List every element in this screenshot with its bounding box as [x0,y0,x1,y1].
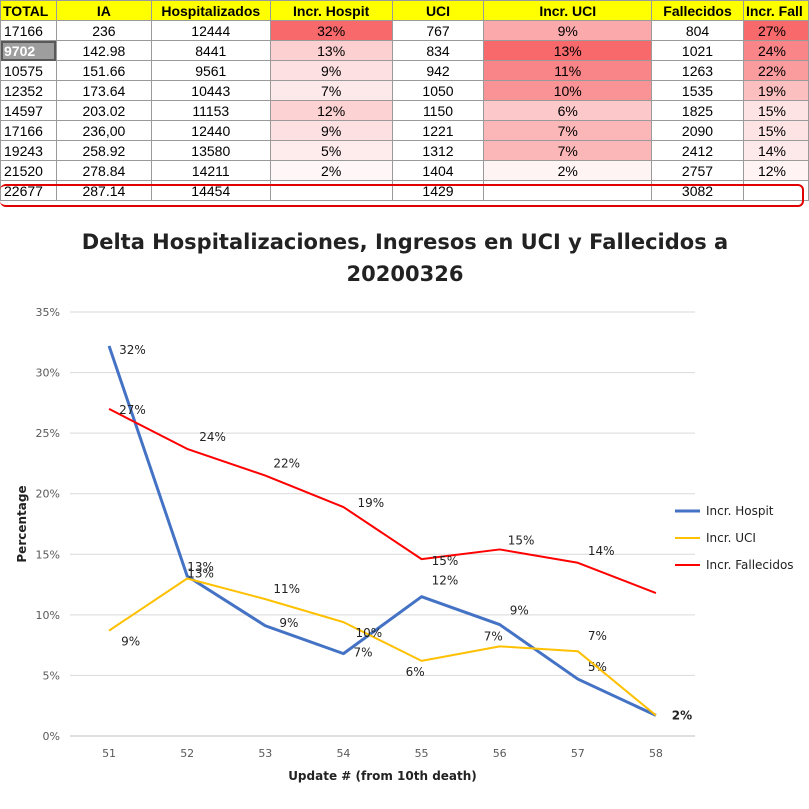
data-label: 15% [508,533,535,547]
series-line-1 [108,577,657,717]
cell-incr-fall[interactable]: 15% [742,100,809,121]
cell-hospitalizados[interactable]: 12444 [150,20,271,41]
data-label: 9% [510,604,529,618]
cell-ia[interactable]: 236,00 [55,120,152,141]
cell-hospitalizados[interactable]: 12440 [150,120,271,141]
cell-incr-fall[interactable]: 27% [742,20,809,41]
x-tick-label: 58 [649,747,663,760]
cell-incr-fall[interactable]: 14% [742,140,809,161]
data-label: 7% [484,629,503,643]
x-tick-label: 52 [180,747,194,760]
table-row: 21520 278.84 14211 2% 1404 2% 2757 12% [0,160,809,181]
cell-incr-fall[interactable]: 15% [742,120,809,141]
cell-incr-uci[interactable]: 7% [483,140,653,161]
y-tick-label: 15% [36,548,60,561]
x-tick-label: 55 [415,747,429,760]
data-label: 15% [432,554,459,568]
data-label: 27% [119,403,146,417]
legend-entry: Incr. Fallecidos [706,558,794,572]
cell-incr-hospit[interactable]: 12% [269,100,393,121]
cell-uci[interactable]: 1050 [391,80,485,101]
y-tick-label: 35% [36,306,60,319]
spreadsheet-table: TOTAL IA Hospitalizados Incr. Hospit UCI… [0,0,809,201]
data-label: 11% [273,582,300,596]
x-tick-label: 56 [493,747,507,760]
legend-entry: Incr. UCI [706,531,756,545]
cell-hospitalizados[interactable]: 8441 [150,40,271,61]
cell-incr-uci[interactable]: 13% [483,40,653,61]
x-tick-label: 51 [102,747,116,760]
cell-incr-uci[interactable]: 7% [483,120,653,141]
data-label: 9% [279,616,298,630]
data-label: 7% [588,629,607,643]
x-tick-label: 57 [571,747,585,760]
header-row: TOTAL IA Hospitalizados Incr. Hospit UCI… [0,0,809,21]
header-ia[interactable]: IA [55,0,152,21]
data-label: 7% [353,646,372,660]
cell-fallecidos[interactable]: 2412 [651,140,744,161]
y-axis-label: Percentage [15,485,29,562]
cell-incr-hospit[interactable]: 9% [269,60,393,81]
cell-uci[interactable]: 1312 [391,140,485,161]
cell-uci[interactable]: 1221 [391,120,485,141]
cell-incr-uci[interactable]: 6% [483,100,653,121]
data-label: 10% [355,626,382,640]
data-label: 6% [406,665,425,679]
series-line-2 [108,408,657,594]
chart-title: Delta Hospitalizaciones, Ingresos en UCI… [81,230,729,286]
header-incr-uci[interactable]: Incr. UCI [483,0,653,21]
cell-total[interactable]: 17166 [0,20,57,41]
cell-total[interactable]: 17166 [0,120,57,141]
cell-incr-uci[interactable]: 10% [483,80,653,101]
table-row: 14597 203.02 11153 12% 1150 6% 1825 15% [0,100,809,121]
cell-incr-fall[interactable]: 12% [742,160,809,181]
y-tick-label: 25% [36,427,60,440]
cell-total[interactable]: 9702 [0,40,57,61]
y-tick-label: 0% [43,730,60,743]
x-tick-label: 54 [336,747,350,760]
data-label: 2% [672,708,692,722]
header-uci[interactable]: UCI [391,0,485,21]
data-label: 12% [432,574,459,588]
y-tick-label: 10% [36,609,60,622]
cell-incr-hospit[interactable]: 32% [269,20,393,41]
data-label: 14% [588,544,615,558]
data-label: 13% [187,560,214,574]
cell-incr-uci[interactable]: 9% [483,20,653,41]
cell-incr-fall[interactable]: 24% [742,40,809,61]
data-label: 32% [119,343,146,357]
legend-entry: Incr. Hospit [706,504,774,518]
data-label: 24% [199,430,226,444]
series-line-0 [107,345,657,717]
cell-ia[interactable]: 173.64 [55,80,152,101]
cell-incr-fall[interactable]: 19% [742,80,809,101]
header-total[interactable]: TOTAL [0,0,57,21]
cell-total[interactable]: 21520 [0,160,57,181]
table-row: 17166 236 12444 32% 767 9% 804 27% [0,20,809,41]
data-label: 13% [187,567,214,581]
table-row: 12352 173.64 10443 7% 1050 10% 1535 19% [0,80,809,101]
data-label: 19% [357,496,384,510]
y-tick-label: 5% [43,669,60,682]
x-tick-label: 53 [258,747,272,760]
data-label: 9% [121,635,140,649]
table-row: 9702 142.98 8441 13% 834 13% 1021 24% [0,40,809,61]
header-hospitalizados[interactable]: Hospitalizados [150,0,271,21]
header-fallecidos[interactable]: Fallecidos [651,0,744,21]
cell-total[interactable]: 14597 [0,100,57,121]
y-tick-label: 20% [36,488,60,501]
cell-fallecidos[interactable]: 1535 [651,80,744,101]
cell-incr-hospit[interactable]: 13% [269,40,393,61]
highlight-annotation [0,184,804,207]
y-tick-label: 30% [36,367,60,380]
x-axis-label: Update # (from 10th death) [288,769,477,783]
data-label: 22% [273,457,300,471]
table-row: 19243 258.92 13580 5% 1312 7% 2412 14% [0,140,809,161]
cell-hospitalizados[interactable]: 11153 [150,100,271,121]
